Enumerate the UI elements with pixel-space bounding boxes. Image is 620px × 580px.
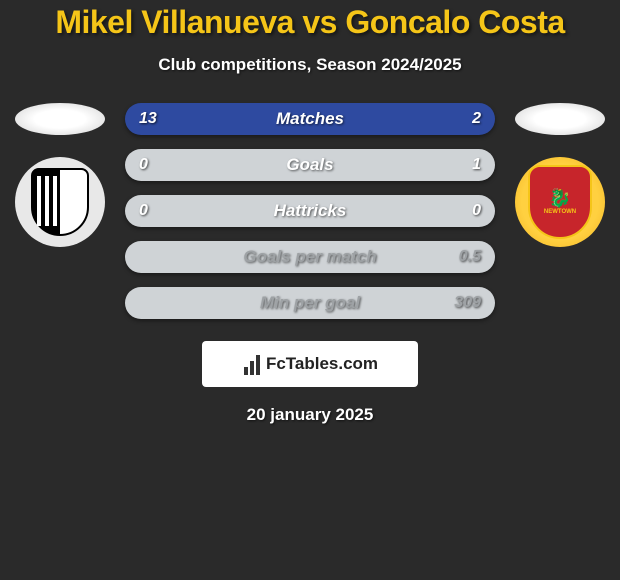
stat-row: Goals per match0.5 [125,241,495,273]
stat-row: 0Hattricks0 [125,195,495,227]
vitoria-crest-icon [31,168,89,236]
date-text: 20 january 2025 [0,405,620,425]
player-left-placeholder [15,103,105,135]
club-badge-right: 🐉 NEWTOWN [515,157,605,247]
newtown-crest-icon: 🐉 NEWTOWN [528,165,592,239]
stat-label: Hattricks [125,201,495,221]
branding-text: FcTables.com [266,354,378,374]
main-area: 🐉 NEWTOWN 13Matches20Goals10Hattricks0Go… [0,103,620,319]
stat-row: 0Goals1 [125,149,495,181]
stat-row: Min per goal309 [125,287,495,319]
player-left-column [0,103,120,247]
stat-right-value: 2 [472,110,481,128]
branding-badge[interactable]: FcTables.com [202,341,418,387]
player-right-column: 🐉 NEWTOWN [500,103,620,247]
stat-left-value: 0 [139,156,148,174]
page-title: Mikel Villanueva vs Goncalo Costa [0,4,620,41]
bar-chart-icon [242,353,264,375]
crest-text: NEWTOWN [544,209,576,215]
stat-row: 13Matches2 [125,103,495,135]
stat-right-value: 309 [454,294,481,312]
comparison-infographic: Mikel Villanueva vs Goncalo Costa Club c… [0,0,620,425]
stat-label: Goals [125,155,495,175]
stat-label: Goals per match [125,247,495,267]
stat-rows: 13Matches20Goals10Hattricks0Goals per ma… [125,103,495,319]
stat-right-value: 0 [472,202,481,220]
stat-label: Min per goal [125,293,495,313]
dragon-icon: 🐉 [549,189,571,207]
stat-left-value: 0 [139,202,148,220]
stat-right-value: 1 [472,156,481,174]
subtitle: Club competitions, Season 2024/2025 [0,55,620,75]
stat-right-value: 0.5 [459,248,481,266]
stat-label: Matches [125,109,495,129]
club-badge-left [15,157,105,247]
player-right-placeholder [515,103,605,135]
stat-left-value: 13 [139,110,157,128]
